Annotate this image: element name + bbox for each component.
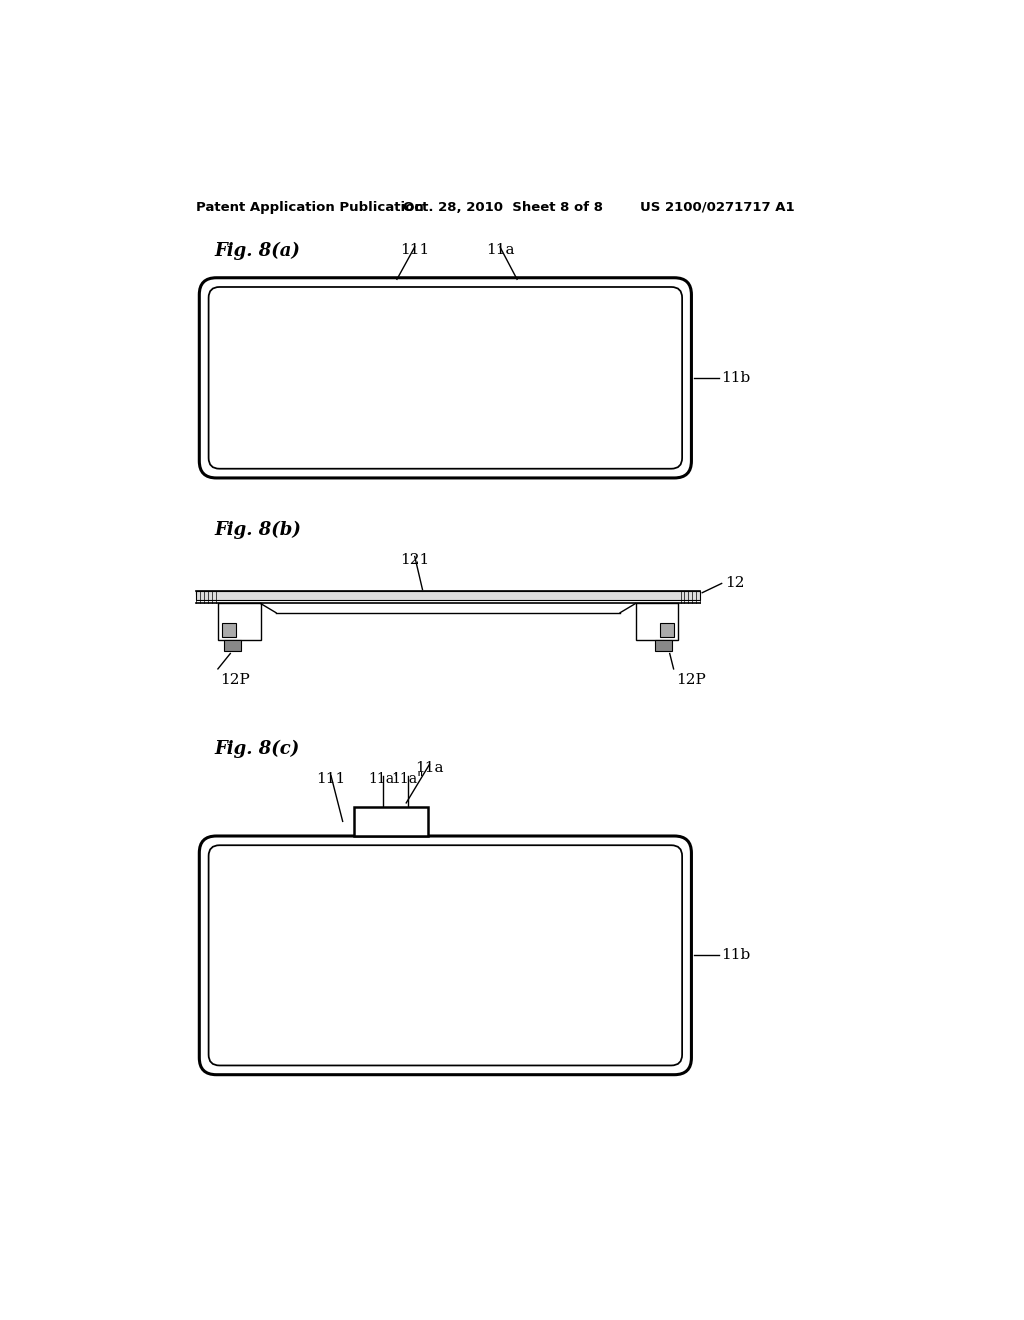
Text: 12P: 12P [220,673,250,686]
Text: Oct. 28, 2010  Sheet 8 of 8: Oct. 28, 2010 Sheet 8 of 8 [403,201,603,214]
Text: 111: 111 [316,772,346,787]
Bar [218,603,260,640]
Bar [197,591,700,594]
Bar [197,591,700,601]
Text: Fig. 8(b): Fig. 8(b) [215,520,302,539]
Text: Fig. 8(a): Fig. 8(a) [215,242,301,260]
Bar [224,640,241,651]
Bar [222,623,236,636]
FancyBboxPatch shape [209,286,682,469]
Text: 11a': 11a' [368,772,398,787]
FancyBboxPatch shape [200,277,691,478]
Text: 11b: 11b [721,948,751,962]
Text: 12: 12 [725,577,744,590]
FancyBboxPatch shape [200,836,691,1074]
Text: 11b: 11b [721,371,751,385]
Text: 111: 111 [400,243,429,257]
FancyBboxPatch shape [209,845,682,1065]
Text: US 2100/0271717 A1: US 2100/0271717 A1 [640,201,795,214]
Bar [660,623,675,636]
Text: 121: 121 [400,553,429,566]
Text: Patent Application Publication: Patent Application Publication [197,201,424,214]
Text: 11a: 11a [485,243,514,257]
Text: 11a: 11a [415,760,443,775]
Bar [354,807,428,836]
Text: Fig. 8(c): Fig. 8(c) [215,739,300,758]
Text: 11a": 11a" [391,772,424,787]
Bar [636,603,678,640]
Text: 12P: 12P [676,673,706,686]
Bar [655,640,672,651]
